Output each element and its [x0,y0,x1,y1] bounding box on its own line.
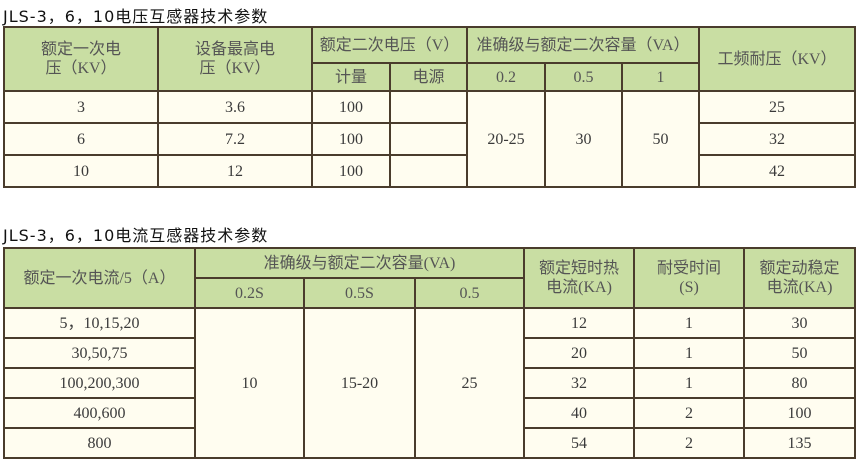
cell-max: 7.2 [157,122,313,156]
header-metering: 计量 [311,62,391,92]
table-row: 400,600 40 2 100 [3,397,857,429]
table-row: 100,200,300 32 1 80 [3,367,857,399]
cell-time: 1 [633,337,746,369]
cell-primary: 3 [3,90,159,124]
cell-primary: 100,200,300 [3,367,196,399]
header-rated-primary-voltage: 额定一次电压（KV） [3,26,159,92]
header-withstand-time: 耐受时间(S) [633,247,746,309]
header-rated-secondary-voltage: 额定二次电压（V） [311,26,468,64]
cell-thermal: 54 [523,427,636,459]
cell-primary: 400,600 [3,397,196,429]
cell-metering: 100 [311,122,391,156]
header-acc-0.5: 0.5 [544,62,623,92]
cell-acc-0.2s: 10 [194,307,305,459]
cell-thermal: 12 [523,307,636,339]
cell-time: 1 [633,307,746,339]
cell-metering: 100 [311,154,391,188]
header-max-voltage: 设备最高电压（KV） [157,26,313,92]
cell-acc-1: 50 [621,90,700,188]
header-dynamic-current: 额定动稳定电流(KA) [743,247,857,309]
cell-metering: 100 [311,90,391,124]
cell-thermal: 40 [523,397,636,429]
header-acc-0.2: 0.2 [466,62,546,92]
cell-primary: 800 [3,427,196,459]
header-acc-0.5: 0.5 [413,277,526,309]
cell-withstand: 25 [698,90,856,124]
cell-dynamic: 50 [743,337,857,369]
cell-withstand: 32 [698,122,856,156]
cell-dynamic: 80 [743,367,857,399]
cell-thermal: 20 [523,337,636,369]
cell-power [389,122,468,156]
cell-power [389,90,468,124]
cell-dynamic: 135 [743,427,857,459]
table-row: 3 3.6 100 20-25 30 50 25 [3,90,856,188]
cell-dynamic: 100 [743,397,857,429]
table-row: 30,50,75 20 1 50 [3,337,857,369]
current-transformer-table: 额定一次电流/5（A） 准确级与额定二次容量(VA) 额定短时热电流(KA) 耐… [3,247,857,459]
header-withstand-voltage: 工频耐压（KV） [698,26,856,92]
header-acc-1: 1 [621,62,700,92]
current-table-title: JLS-3，6，10电流互感器技术参数 [3,226,269,245]
header-thermal-current: 额定短时热电流(KA) [523,247,636,309]
cell-dynamic: 30 [743,307,857,339]
cell-power [389,154,468,188]
header-rated-primary-current: 额定一次电流/5（A） [3,247,196,309]
cell-primary: 30,50,75 [3,337,196,369]
cell-withstand: 42 [698,154,856,188]
header-power: 电源 [389,62,468,92]
table-row: 6 7.2 100 32 [3,122,856,156]
voltage-transformer-table: 额定一次电压（KV） 设备最高电压（KV） 额定二次电压（V） 准确级与额定二次… [3,26,856,188]
cell-time: 1 [633,367,746,399]
header-acc-0.5s: 0.5S [303,277,416,309]
table-row: 10 12 100 42 [3,154,856,188]
cell-time: 2 [633,427,746,459]
table-row: 800 54 2 135 [3,427,857,459]
header-accuracy-capacity: 准确级与额定二次容量(VA) [193,247,526,279]
table-row: 5，10,15,20 10 15-20 25 12 1 30 [3,307,857,459]
cell-max: 3.6 [157,90,313,124]
cell-acc-0.5: 25 [413,307,526,459]
cell-primary: 6 [3,122,159,156]
cell-acc-0.5: 30 [544,90,623,188]
header-accuracy-capacity: 准确级与额定二次容量（VA） [466,26,700,64]
voltage-table-title: JLS-3，6，10电压互感器技术参数 [3,7,269,26]
cell-primary: 5，10,15,20 [3,307,196,339]
cell-acc-0.2: 20-25 [466,90,546,188]
header-acc-0.2s: 0.2S [194,277,305,309]
cell-acc-0.5s: 15-20 [303,307,416,459]
cell-time: 2 [633,397,746,429]
cell-primary: 10 [3,154,159,188]
cell-max: 12 [157,154,313,188]
cell-thermal: 32 [523,367,636,399]
